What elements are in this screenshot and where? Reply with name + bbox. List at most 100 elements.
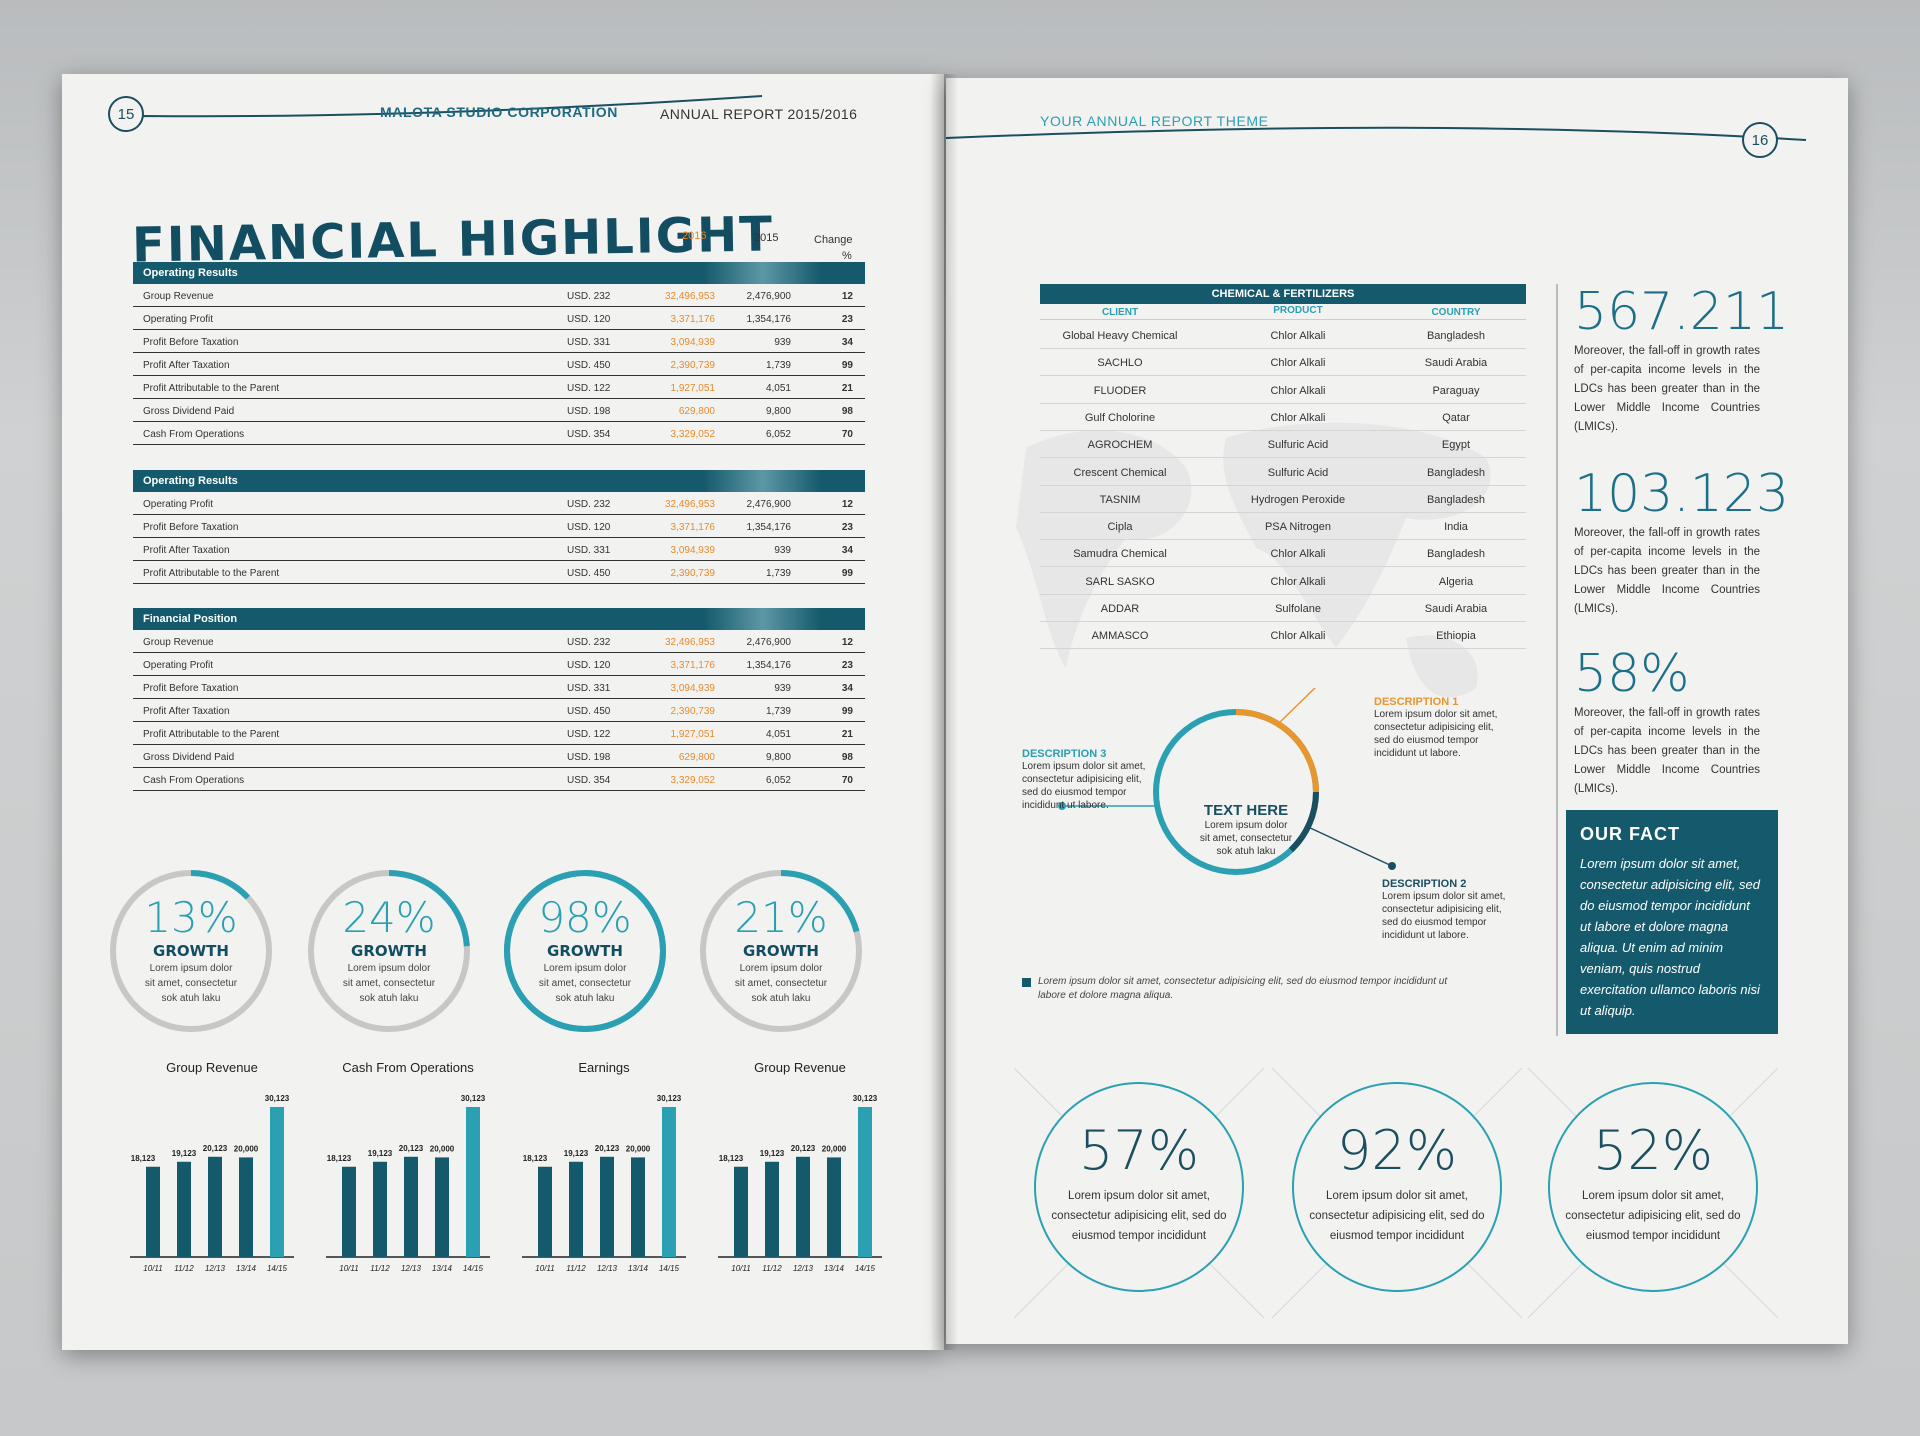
client-row: Samudra Chemical Chlor Alkali Bangladesh [1040, 540, 1526, 568]
cell-client: Global Heavy Chemical [1062, 330, 1178, 342]
circle-desc-line: Lorem ipsum dolor sit amet, [1068, 1190, 1210, 1202]
tick-label: 13/14 [236, 1264, 257, 1273]
cell-product: Sulfolane [1275, 603, 1321, 615]
tick-label: 14/15 [463, 1264, 484, 1273]
data-label: 30,123 [853, 1094, 878, 1103]
bar [342, 1166, 356, 1257]
cell-country: Saudi Arabia [1424, 357, 1488, 370]
table-row: Cash From Operations USD. 354 3,329,052 6,0… [133, 422, 865, 445]
cell-usd: USD. 198 [567, 406, 611, 417]
cell-change: 99 [841, 568, 853, 579]
donut-desc: sok atuh laku [161, 993, 221, 1004]
cell-client: Gulf Cholorine [1084, 411, 1156, 424]
circle-desc-line: eiusmod tempor incididunt [1329, 1230, 1465, 1242]
table-row: Profit After Taxation USD. 450 2,390,739 1,… [133, 699, 865, 722]
header-rule [141, 95, 763, 118]
cell-change: 12 [841, 637, 853, 648]
cell-v2016: 3,371,176 [670, 660, 716, 671]
cell-country: Bangladesh [1426, 493, 1486, 506]
cell-product: Sulfuric Acid [1267, 466, 1329, 479]
table-row: Profit After Taxation USD. 450 2,390,739 1,… [133, 353, 865, 376]
tick-label: 13/14 [824, 1264, 845, 1273]
circle-desc-line: consectetur adipisicing elit, sed do [1565, 1210, 1741, 1222]
desc3-line4: incididunt ut labore. [1022, 800, 1109, 811]
chart-title: Group Revenue [754, 1060, 846, 1075]
cell-v2015: 1,739 [765, 568, 791, 579]
data-label: 20,000 [626, 1144, 651, 1153]
table-row: Profit Attributable to the Parent USD. 45… [133, 561, 865, 584]
growth-donut: 24% GROWTH Lorem ipsum dolor sit amet, cons… [306, 868, 472, 1034]
client-row: TASNIM Hydrogen Peroxide Bangladesh [1040, 486, 1526, 513]
circle-desc: Lorem ipsum dolor sit amet, consectetur a… [1294, 1186, 1500, 1246]
desc2-line1: Lorem ipsum dolor sit amet, [1382, 891, 1506, 902]
donut-text: 24% GROWTH Lorem ipsum dolor sit amet, cons… [306, 894, 472, 1005]
cell-label: Profit Attributable to the Parent [143, 568, 280, 579]
cell-v2015: 9,800 [765, 406, 791, 417]
cell-v2016: 1,927,051 [670, 383, 716, 394]
cell-v2015: 939 [774, 683, 791, 694]
data-label: 20,123 [203, 1144, 228, 1153]
donut-desc: Lorem ipsum dolor [149, 963, 233, 974]
stat-number: 58% [1574, 644, 1690, 704]
table-row: Profit After Taxation USD. 331 3,094,939 93… [133, 538, 865, 561]
footnote: Lorem ipsum dolor sit amet, consectetur … [1038, 975, 1447, 1003]
stat-desc: Moreover, the fall-off in growth rates o… [1574, 707, 1760, 795]
percent-circle: 92% Lorem ipsum dolor sit amet, consectetu… [1292, 1082, 1502, 1292]
cell-v2016: 2,390,739 [670, 706, 716, 717]
th-client: CLIENT [1101, 307, 1139, 318]
brand-name: MALOTA STUDIO CORPORATION [380, 104, 618, 120]
cell-v2016: 3,094,939 [670, 337, 716, 348]
client-row: SACHLO Chlor Alkali Saudi Arabia [1040, 349, 1526, 377]
cell-country: Paraguay [1432, 384, 1480, 397]
data-label: 19,123 [172, 1149, 197, 1158]
cell-change: 99 [841, 360, 853, 371]
table-row: Operating Profit USD. 120 3,371,176 1,354,1… [133, 307, 865, 330]
cell-country: Algeria [1438, 575, 1474, 588]
cell-v2015: 6,052 [765, 775, 791, 786]
circle-percent: 92% [1336, 1119, 1458, 1182]
table-row: Profit Before Taxation USD. 120 3,371,176 1… [133, 515, 865, 538]
cell-client: SACHLO [1097, 357, 1143, 370]
desc2-line3: sed do eiusmod tempor [1382, 917, 1487, 928]
section-bar: Operating Results [133, 262, 865, 284]
bar [373, 1161, 387, 1257]
table-row: Cash From Operations USD. 354 3,329,052 6,0… [133, 768, 865, 791]
tick-label: 11/12 [370, 1264, 390, 1273]
tick-label: 12/13 [401, 1264, 422, 1273]
cell-client: TASNIM [1099, 493, 1141, 506]
stat-block: 58% Moreover, the fall-off in growth rate… [1574, 644, 1760, 799]
cell-v2016: 3,094,939 [670, 683, 716, 694]
data-label: 20,000 [430, 1144, 455, 1153]
donut-desc: Lorem ipsum dolor [543, 963, 627, 974]
donut-desc: sit amet, consectetur [144, 978, 238, 989]
donut-ring [308, 870, 470, 1032]
bar [796, 1156, 810, 1257]
cell-v2015: 2,476,900 [746, 291, 792, 302]
desc1-line1: Lorem ipsum dolor sit amet, [1374, 709, 1498, 720]
cell-v2015: 2,476,900 [746, 499, 792, 510]
cell-label: Profit After Taxation [143, 706, 230, 717]
bar [177, 1161, 191, 1257]
bar [208, 1156, 222, 1257]
desc3-line2: consectetur adipisicing elit, [1022, 774, 1142, 785]
donut-ring [504, 870, 666, 1032]
tick-label: 14/15 [855, 1264, 876, 1273]
world-map-bg [1016, 422, 1491, 698]
cell-v2016: 1,927,051 [670, 729, 716, 740]
description-3: DESCRIPTION 3 Lorem ipsum dolor sit amet… [1022, 748, 1182, 812]
cell-usd: USD. 120 [567, 522, 611, 533]
tick-label: 10/11 [535, 1264, 554, 1273]
cell-label: Profit Before Taxation [143, 337, 239, 348]
donut-text: 13% GROWTH Lorem ipsum dolor sit amet, cons… [108, 894, 274, 1005]
bar [858, 1107, 872, 1257]
data-label: 20,123 [595, 1144, 620, 1153]
cell-change: 21 [841, 383, 853, 394]
desc3-title: DESCRIPTION 3 [1022, 748, 1107, 760]
cell-product: Chlor Alkali [1270, 630, 1326, 643]
ring-center-line3: sok atuh laku [1216, 846, 1276, 857]
table-row: Gross Dividend Paid USD. 198 629,800 9,800 9… [133, 399, 865, 422]
ring-center-line2: sit amet, consectetur [1199, 833, 1293, 844]
cell-client: Crescent Chemical [1073, 466, 1167, 479]
cell-usd: USD. 450 [567, 568, 611, 579]
donut-label: GROWTH [547, 942, 623, 960]
